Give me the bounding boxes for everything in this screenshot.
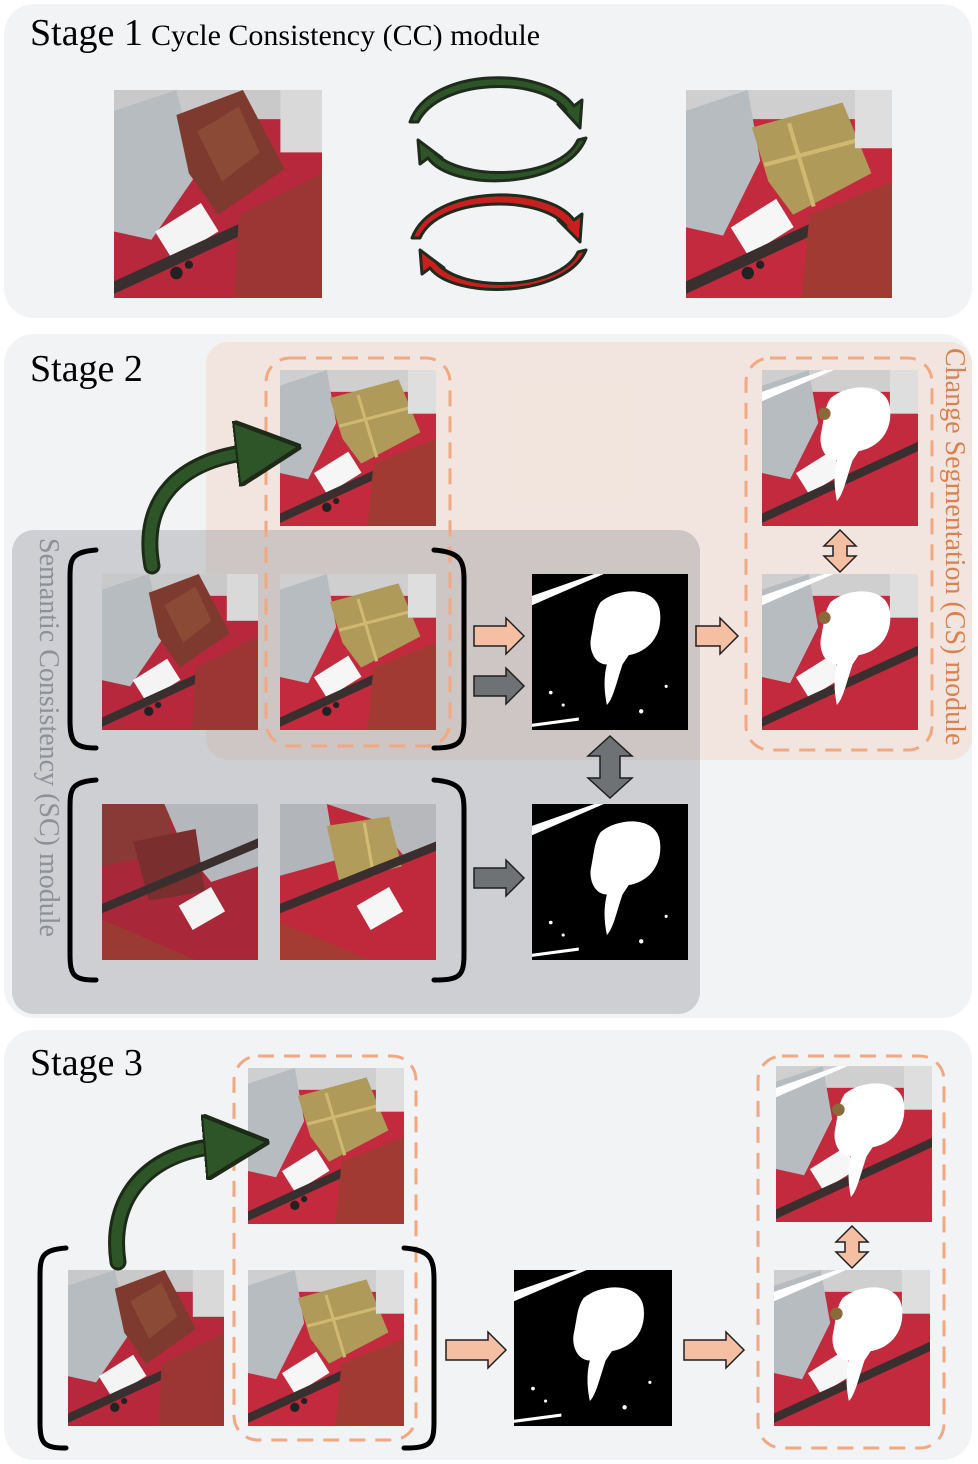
stage2-mask-pair2 [532, 804, 688, 960]
stage2-pair2-image-t1 [102, 804, 258, 960]
stage3-cs-output-top [776, 1066, 932, 1222]
stage3-title: Stage 3 [30, 1042, 143, 1084]
stage3-image-t1 [68, 1270, 224, 1426]
cs-module-label: Change Segmentation (CS) module [939, 348, 970, 746]
stage2-cs-output-bottom [762, 574, 918, 730]
stage3-generated-image [248, 1068, 404, 1224]
stage1-label: Stage 1 [30, 12, 143, 54]
stage3-cs-output-bottom [774, 1270, 930, 1426]
stage2-pair2-image-t2 [280, 804, 436, 960]
stage2-cs-output-top [762, 370, 918, 526]
stage3-image-t2 [248, 1270, 404, 1426]
stage2-pair1-image-t1 [102, 574, 258, 730]
stage2-generated-image [280, 370, 436, 526]
sc-module-label: Semantic Consistency (SC) module [33, 538, 64, 937]
stage2-title: Stage 2 [30, 348, 143, 390]
stage1-image-t2 [686, 90, 892, 298]
stage3-mask [514, 1270, 672, 1426]
stage2-mask-pair1 [532, 574, 688, 730]
stage1-image-t1 [114, 90, 322, 298]
stage2-pair1-image-t2 [280, 574, 436, 730]
cc-module-label: Cycle Consistency (CC) module [150, 19, 541, 52]
stage1-title: Stage 1 Cycle Consistency (CC) module [30, 14, 540, 52]
